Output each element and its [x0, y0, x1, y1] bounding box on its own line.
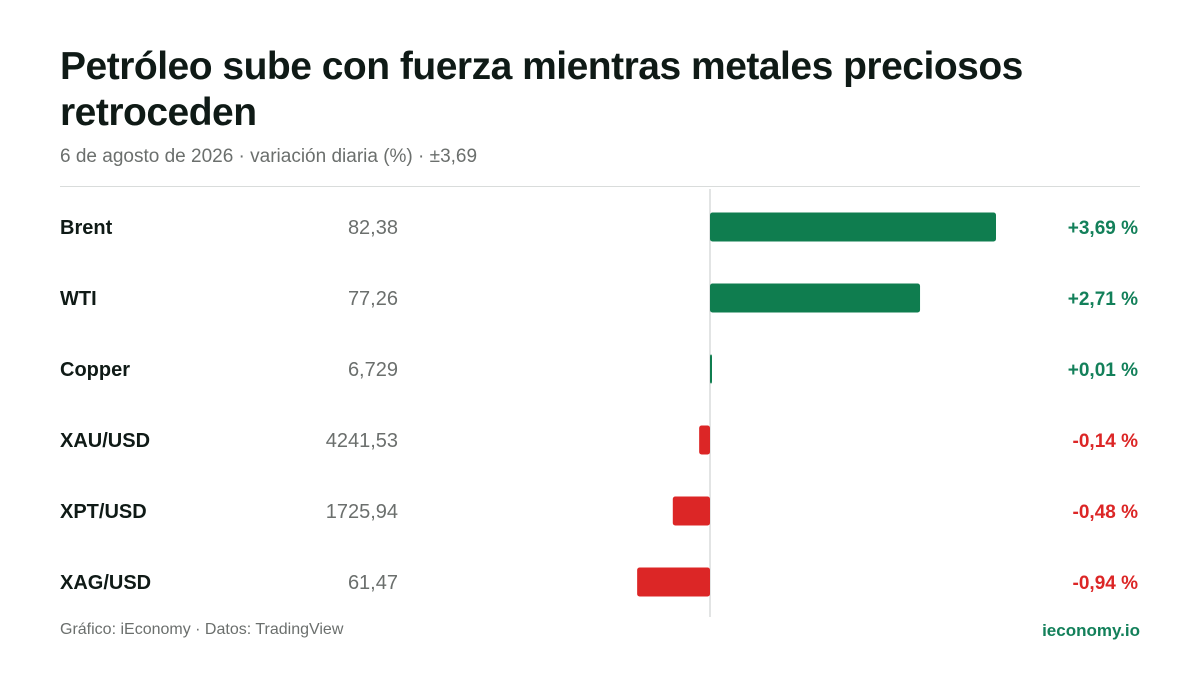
category-label: XAG/USD — [60, 572, 151, 594]
chart-subtitle: 6 de agosto de 2026 · variación diaria (… — [60, 146, 478, 167]
price-label: 61,47 — [348, 572, 398, 594]
bar — [710, 283, 921, 313]
price-label: 6,729 — [348, 359, 398, 381]
header-divider — [60, 186, 1140, 187]
category-label: Brent — [60, 217, 113, 239]
category-label: XPT/USD — [60, 501, 147, 523]
category-label: Copper — [60, 359, 130, 381]
category-label: WTI — [60, 288, 97, 310]
category-label: XAU/USD — [60, 430, 150, 452]
bar — [699, 425, 710, 455]
footer-brand: ieconomy.io — [1042, 621, 1140, 640]
value-label: -0,48 % — [1073, 502, 1139, 523]
price-label: 4241,53 — [326, 430, 398, 452]
chart-title: Petróleo sube con fuerza mientras metale… — [60, 45, 1023, 134]
bar — [710, 354, 712, 384]
value-label: +2,71 % — [1068, 289, 1138, 310]
price-label: 82,38 — [348, 217, 398, 239]
value-label: +3,69 % — [1068, 218, 1138, 239]
bar — [710, 212, 996, 242]
value-label: -0,94 % — [1073, 573, 1139, 594]
bar — [672, 496, 710, 526]
price-label: 77,26 — [348, 288, 398, 310]
price-label: 1725,94 — [326, 501, 398, 523]
bar-chart: Brent 82,38 +3,69 % WTI 77,26 +2,71 % Copper 6,… — [60, 189, 1139, 617]
value-label: +0,01 % — [1068, 360, 1138, 381]
bar — [637, 567, 710, 597]
footer-source: Gráfico: iEconomy · Datos: TradingView — [60, 621, 344, 638]
value-label: -0,14 % — [1073, 431, 1139, 452]
